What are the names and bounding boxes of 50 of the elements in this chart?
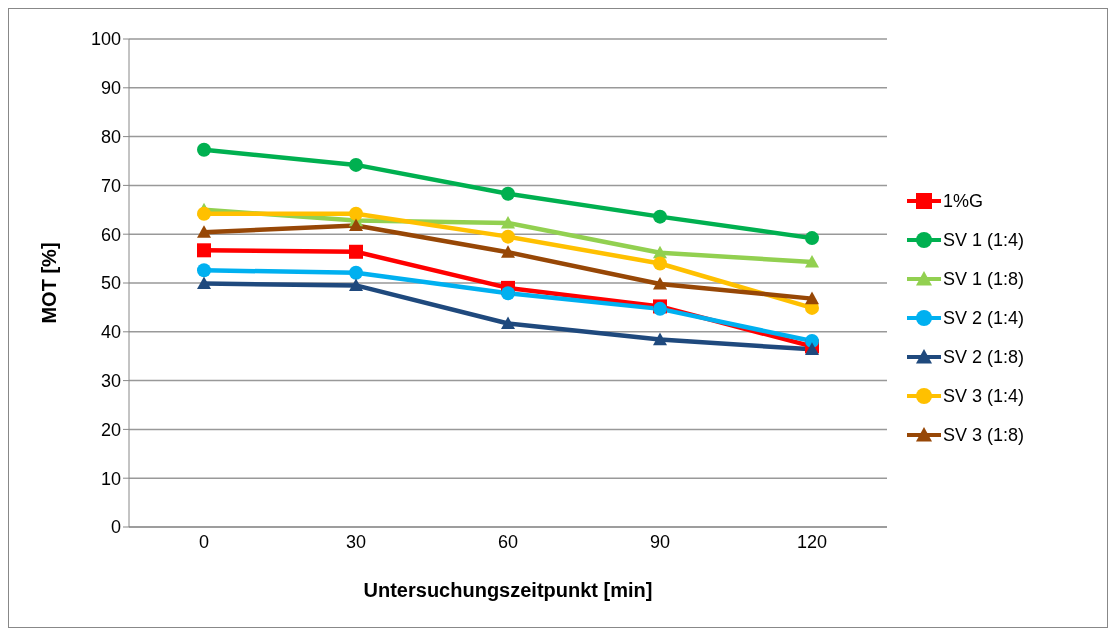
x-tick-label: 0 xyxy=(198,531,210,552)
x-tick-label: 90 xyxy=(649,531,671,552)
point xyxy=(349,265,363,280)
point xyxy=(197,142,211,157)
legend-label: 1%G xyxy=(943,190,984,212)
point xyxy=(349,244,363,259)
point xyxy=(197,225,211,238)
point xyxy=(501,245,515,258)
point xyxy=(805,291,819,305)
y-tick-label: 30 xyxy=(100,370,121,391)
point xyxy=(197,206,211,221)
x-tick-label: 30 xyxy=(345,531,367,552)
point xyxy=(197,243,211,258)
point xyxy=(501,286,515,301)
y-tick-label: 100 xyxy=(90,29,121,50)
point xyxy=(197,276,211,290)
point xyxy=(501,229,515,244)
point xyxy=(349,206,363,221)
legend-label: SV 2 (1:8) xyxy=(943,346,1025,368)
y-tick-label: 0 xyxy=(110,517,121,538)
point xyxy=(349,278,363,292)
point xyxy=(349,218,363,232)
point xyxy=(197,263,211,278)
x-tick-label: 60 xyxy=(497,531,519,552)
point xyxy=(805,231,819,246)
point xyxy=(501,186,515,201)
point xyxy=(501,316,515,330)
y-axis-title: MOT [%] xyxy=(38,242,61,324)
point xyxy=(501,215,515,229)
y-tick-label: 50 xyxy=(100,273,121,294)
legend-label: SV 3 (1:4) xyxy=(943,385,1025,407)
x-axis-title: Untersuchungszeitpunkt [min] xyxy=(363,579,653,601)
y-tick-label: 10 xyxy=(100,468,121,489)
point xyxy=(653,256,667,271)
x-tick-label: 120 xyxy=(796,531,828,552)
y-tick-label: 70 xyxy=(100,175,121,196)
legend-label: SV 1 (1:4) xyxy=(943,229,1025,251)
y-tick-label: 80 xyxy=(100,126,121,147)
legend-label: SV 2 (1:4) xyxy=(943,307,1025,329)
y-tick-label: 60 xyxy=(100,224,121,245)
y-tick-label: 90 xyxy=(100,78,121,99)
legend-label: SV 3 (1:8) xyxy=(943,424,1025,446)
legend-label: SV 1 (1:8) xyxy=(943,268,1025,290)
point xyxy=(653,276,667,290)
point xyxy=(805,255,819,268)
point xyxy=(349,157,363,172)
y-tick-label: 40 xyxy=(100,322,121,343)
y-tick-label: 20 xyxy=(100,419,121,440)
point xyxy=(653,209,667,224)
point xyxy=(653,332,667,346)
